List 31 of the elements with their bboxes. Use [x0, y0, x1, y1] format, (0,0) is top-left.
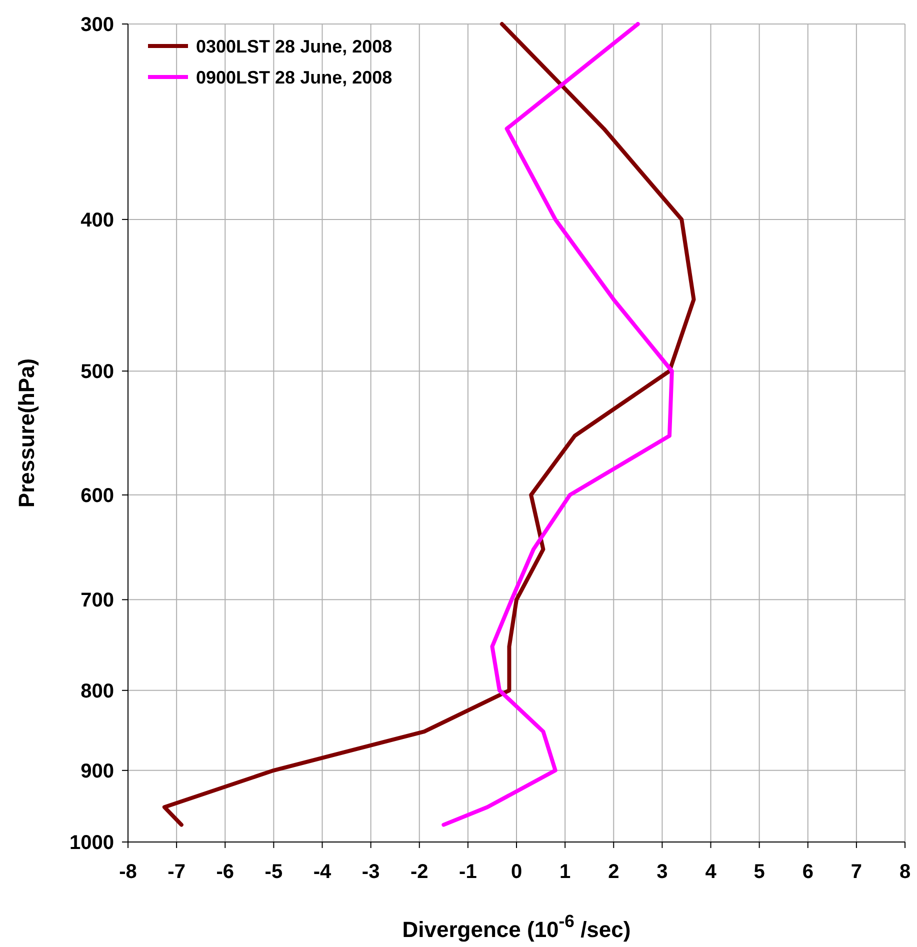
x-tick-label: 5 — [754, 861, 765, 883]
x-tick-label: 2 — [608, 861, 620, 883]
x-tick-label: 7 — [850, 861, 862, 883]
x-tick-label: -5 — [264, 861, 283, 883]
y-tick-label: 400 — [80, 209, 114, 232]
x-tick-label: 8 — [899, 861, 911, 883]
x-tick-label: 3 — [656, 861, 668, 883]
x-tick-label: -6 — [216, 861, 234, 883]
x-tick-label: -7 — [168, 861, 186, 883]
x-tick-label: 1 — [560, 861, 571, 883]
line-series — [442, 22, 674, 827]
x-tick-label: -2 — [410, 861, 428, 883]
x-tick-label: -1 — [459, 861, 477, 883]
y-tick-label: 500 — [80, 361, 114, 384]
y-tick-label: 800 — [80, 680, 114, 702]
x-tick-label: -8 — [119, 861, 137, 883]
y-tick-label: 600 — [80, 484, 114, 507]
y-tick-label: 700 — [80, 590, 114, 612]
line-series — [162, 22, 696, 827]
legend-label: 0900LST 28 June, 2008 — [196, 67, 392, 88]
y-tick-label: 1000 — [70, 832, 114, 854]
x-axis-title: Divergence (10$^{-6}$ /sec) — [402, 911, 631, 942]
x-tick-label: -4 — [313, 861, 332, 883]
x-tick-label: 4 — [705, 861, 718, 883]
x-tick-label: -3 — [362, 861, 380, 883]
y-tick-label: 300 — [80, 14, 114, 36]
x-tick-label: 6 — [802, 861, 814, 883]
legend-label: 0300LST 28 June, 2008 — [196, 36, 392, 56]
y-axis-title: Pressure(hPa) — [14, 358, 39, 508]
x-tick-label: 0 — [510, 861, 522, 883]
y-tick-label: 900 — [80, 760, 114, 782]
